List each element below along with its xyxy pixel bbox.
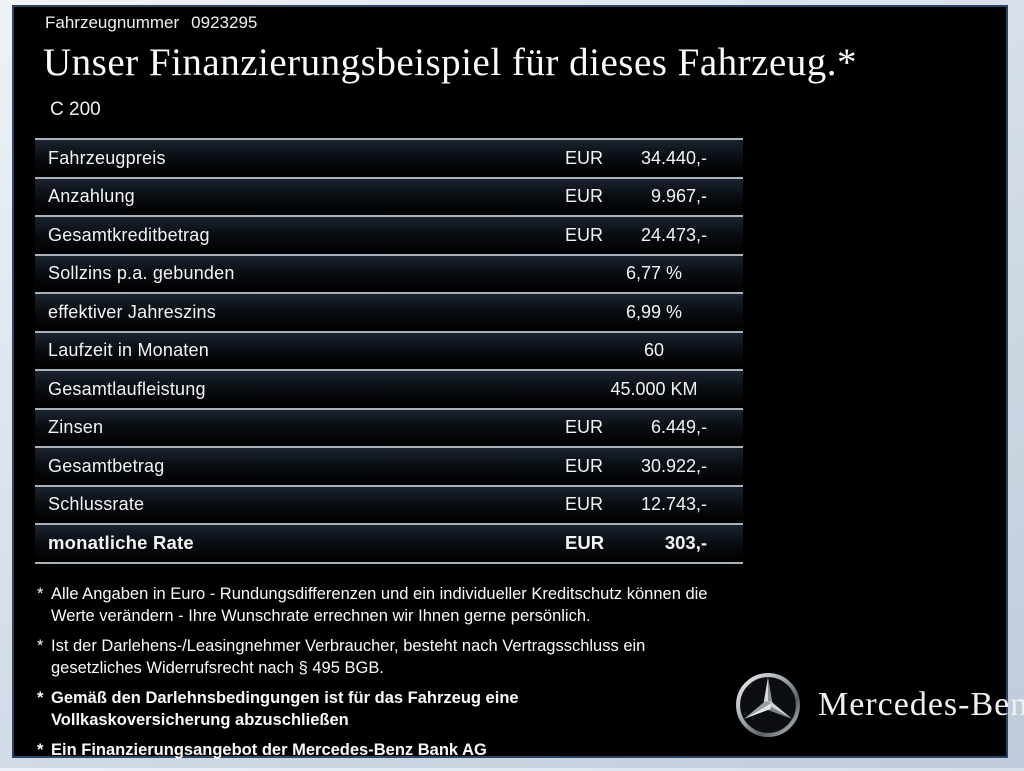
brand-wordmark: Mercedes-Benz	[818, 686, 1024, 723]
row-label: Gesamtlaufleistung	[48, 378, 206, 399]
footnote-line: Alle Angaben in Euro - Rundungsdifferenz…	[51, 585, 708, 603]
table-row: Fahrzeugpreis EUR 34.440,-	[35, 138, 743, 177]
page-title: Unser Finanzierungsbeispiel für dieses F…	[43, 41, 858, 84]
financing-table: Fahrzeugpreis EUR 34.440,- Anzahlung EUR 9…	[35, 138, 743, 564]
table-row: Anzahlung EUR 9.967,-	[35, 176, 743, 215]
table-row-monthly-rate: monatliche Rate EUR 303,-	[35, 523, 743, 562]
row-label: Laufzeit in Monaten	[48, 340, 209, 361]
row-label: Gesamtbetrag	[48, 455, 165, 476]
row-value: 24.473,-	[640, 224, 707, 245]
footnote-line: Gemäß den Darlehnsbedingungen ist für da…	[51, 689, 519, 707]
vehicle-number-label: Fahrzeugnummer	[45, 13, 180, 32]
vehicle-number-value: 0923295	[191, 13, 258, 32]
row-label: Gesamtkreditbetrag	[48, 224, 210, 245]
vehicle-model: C 200	[50, 99, 101, 120]
currency-label: EUR	[565, 455, 604, 476]
currency-label: EUR	[565, 186, 604, 207]
table-row: Gesamtbetrag EUR 30.922,-	[35, 446, 743, 485]
asterisk: *	[37, 585, 44, 603]
footnote: * Ein Finanzierungsangebot der Mercedes-…	[37, 740, 749, 762]
brand-area: Mercedes-Benz	[734, 671, 1024, 739]
table-row: Gesamtkreditbetrag EUR 24.473,-	[35, 215, 743, 254]
row-value: 30.922,-	[640, 455, 707, 476]
footnote-line: Ist der Darlehens-/Leasingnehmer Verbrau…	[51, 637, 646, 655]
table-row: Laufzeit in Monaten 60	[35, 330, 743, 369]
row-label: Schlussrate	[48, 494, 145, 515]
asterisk: *	[37, 741, 44, 759]
footnote-line: gesetzliches Widerrufsrecht nach § 495 B…	[51, 658, 384, 677]
currency-label: EUR	[565, 417, 604, 438]
footnote-line: Werte verändern - Ihre Wunschrate errech…	[51, 606, 591, 625]
row-label: Zinsen	[48, 417, 104, 438]
row-label: monatliche Rate	[48, 532, 194, 554]
table-row: Schlussrate EUR 12.743,-	[35, 484, 743, 523]
mercedes-star-icon	[736, 673, 800, 737]
row-value: 45.000 KM	[610, 378, 698, 399]
row-label: effektiver Jahreszins	[48, 301, 216, 322]
row-value: 303,-	[664, 532, 707, 554]
currency-label: EUR	[565, 147, 604, 168]
row-value: 6,99 %	[625, 301, 683, 322]
table-row: Zinsen EUR 6.449,-	[35, 407, 743, 446]
table-row: effektiver Jahreszins 6,99 %	[35, 292, 743, 331]
table-row: Sollzins p.a. gebunden 6,77 %	[35, 253, 743, 292]
footnote: * Ist der Darlehens-/Leasingnehmer Verbr…	[37, 636, 749, 679]
financing-sheet: Fahrzeugnummer 0923295 Unser Finanzierung…	[12, 5, 1024, 759]
row-label: Sollzins p.a. gebunden	[48, 263, 235, 284]
vehicle-number: Fahrzeugnummer 0923295	[45, 13, 257, 33]
row-value: 12.743,-	[640, 494, 707, 515]
footnote-line: Ein Finanzierungsangebot der Mercedes-Be…	[51, 741, 487, 759]
currency-label: EUR	[565, 224, 604, 245]
row-value: 9.967,-	[650, 186, 707, 207]
footnote: * Gemäß den Darlehnsbedingungen ist für …	[37, 688, 749, 731]
asterisk: *	[37, 689, 44, 707]
row-value: 34.440,-	[640, 147, 707, 168]
footnote: * Alle Angaben in Euro - Rundungsdiffere…	[37, 584, 749, 627]
currency-label: EUR	[565, 532, 605, 554]
row-label: Anzahlung	[48, 186, 135, 207]
footnotes: * Alle Angaben in Euro - Rundungsdiffere…	[37, 584, 749, 771]
table-row: Gesamtlaufleistung 45.000 KM	[35, 369, 743, 408]
row-label: Fahrzeugpreis	[48, 147, 166, 168]
row-value: 60	[643, 340, 665, 361]
footnote-line: Vollkaskoversicherung abzuschließen	[51, 710, 349, 729]
row-value: 6,77 %	[625, 263, 683, 284]
row-value: 6.449,-	[650, 417, 707, 438]
currency-label: EUR	[565, 494, 604, 515]
asterisk: *	[37, 637, 44, 655]
